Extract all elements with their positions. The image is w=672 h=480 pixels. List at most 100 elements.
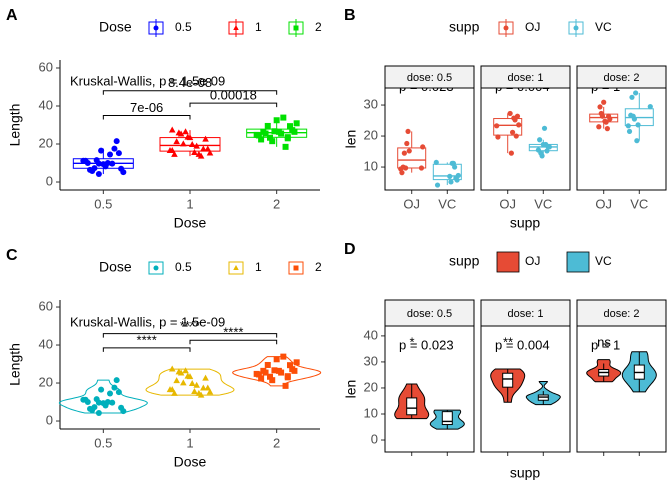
point — [605, 113, 612, 119]
legend-key — [566, 251, 590, 273]
bracket — [102, 333, 278, 338]
point — [200, 384, 207, 391]
legend-label: VC — [595, 20, 612, 34]
point — [284, 135, 291, 142]
legend-label: VC — [595, 254, 612, 268]
point — [453, 175, 459, 181]
point — [628, 112, 634, 118]
point — [191, 148, 198, 155]
legend-label: OJ — [525, 254, 540, 268]
point — [401, 150, 407, 156]
legend-label: 1 — [255, 260, 262, 274]
legend-label: OJ — [525, 20, 540, 34]
point — [233, 25, 239, 30]
point — [503, 25, 509, 31]
point — [418, 165, 425, 171]
test-label: Kruskal-Wallis, p = 1.5e-09 — [70, 315, 225, 330]
legend-key — [288, 261, 304, 275]
strip — [480, 299, 571, 327]
point — [168, 126, 176, 133]
point — [509, 129, 516, 135]
point — [87, 166, 93, 173]
point — [604, 126, 610, 132]
point — [516, 122, 522, 128]
point — [171, 150, 178, 157]
point — [204, 384, 212, 391]
legend-key — [148, 261, 164, 275]
x-tick-label: 1 — [186, 196, 193, 211]
point — [635, 122, 641, 128]
bracket — [189, 102, 278, 108]
point — [398, 166, 404, 172]
bracket — [189, 339, 278, 345]
point — [206, 149, 214, 156]
point — [598, 110, 604, 117]
point — [596, 124, 602, 130]
x-tick-label: 2 — [273, 435, 280, 450]
strip — [480, 65, 571, 89]
point — [404, 140, 410, 147]
x-tick-label: OJ — [595, 196, 612, 211]
point — [111, 384, 118, 391]
point — [625, 123, 631, 129]
point — [267, 373, 273, 380]
point — [253, 131, 260, 138]
point — [284, 374, 291, 381]
x-tick-label: 0.5 — [94, 435, 112, 450]
point — [287, 123, 293, 130]
point — [95, 160, 102, 167]
violin — [58, 379, 148, 414]
x-axis-title: Dose — [174, 454, 207, 470]
point — [195, 389, 203, 396]
x-tick-label: OJ — [499, 196, 516, 211]
point — [188, 379, 196, 386]
point — [253, 370, 260, 377]
y-tick-label: 20 — [364, 127, 378, 142]
x-axis-title: Dose — [174, 215, 207, 231]
point — [195, 150, 203, 157]
y-tick-label: 60 — [39, 298, 53, 313]
x-tick-label: 0.5 — [94, 196, 112, 211]
point — [293, 120, 300, 127]
point — [433, 159, 439, 166]
point — [173, 138, 180, 145]
point — [633, 90, 639, 96]
x-tick-label: 2 — [273, 196, 280, 211]
strip-label: dose: 1 — [507, 308, 543, 320]
point — [98, 147, 105, 154]
point — [280, 353, 287, 360]
y-tick-label: 20 — [39, 135, 53, 150]
x-tick-label: VC — [534, 196, 552, 211]
legend-title: Dose — [99, 259, 132, 275]
panel-letter: B — [344, 7, 356, 24]
legend-title: Dose — [99, 19, 132, 35]
box — [432, 163, 462, 181]
point — [494, 123, 500, 129]
point — [293, 265, 299, 271]
point — [289, 127, 296, 134]
point — [280, 114, 287, 121]
point — [449, 160, 455, 166]
p-label: p = 1 — [591, 338, 620, 353]
point — [507, 110, 513, 117]
test-label: Kruskal-Wallis, p = 1.5e-09 — [70, 73, 225, 88]
point — [602, 118, 608, 124]
point — [258, 136, 265, 143]
y-tick-label: 0 — [46, 412, 53, 427]
point — [113, 377, 120, 384]
point — [508, 150, 514, 156]
bracket-label: **** — [137, 332, 157, 347]
point — [434, 182, 441, 188]
point — [95, 410, 102, 417]
point — [269, 377, 276, 384]
legend-label: 2 — [315, 260, 322, 274]
point — [107, 390, 113, 397]
point — [573, 25, 579, 31]
legend-label: 2 — [315, 20, 322, 34]
x-tick-label: 1 — [186, 435, 193, 450]
point — [118, 404, 125, 411]
y-axis-title: Length — [7, 104, 23, 147]
strip — [576, 65, 667, 89]
point — [273, 356, 280, 363]
